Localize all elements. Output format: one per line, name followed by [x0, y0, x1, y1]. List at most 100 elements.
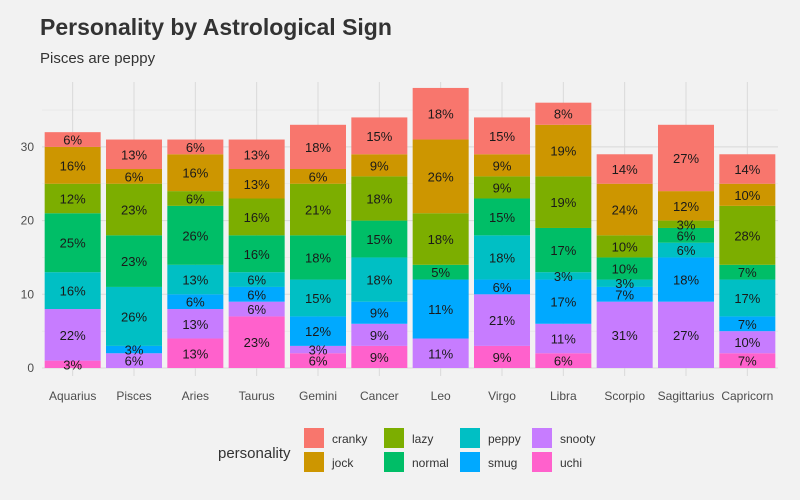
- data-label: 18%: [428, 107, 454, 122]
- data-label: 16%: [244, 247, 270, 262]
- legend-label-snooty: snooty: [560, 432, 595, 446]
- bar-segment-normal: [167, 205, 224, 265]
- bar-segment-cranky: [719, 154, 776, 184]
- data-label: 14%: [612, 162, 638, 177]
- bar-segment-snooty: [106, 353, 162, 368]
- y-tick-label: 10: [21, 287, 35, 301]
- bar-segment-peppy: [167, 264, 224, 295]
- bar-segment-jock: [474, 154, 530, 177]
- data-label: 17%: [734, 291, 760, 306]
- bar-segment-normal: [44, 213, 101, 273]
- legend-label-lazy: lazy: [412, 432, 433, 446]
- bar-segment-smug: [290, 316, 346, 346]
- data-label: 6%: [186, 295, 205, 310]
- bar-segment-normal: [228, 235, 285, 273]
- bar-segment-cranky: [290, 124, 346, 170]
- data-label: 7%: [738, 265, 757, 280]
- bar-segment-cranky: [658, 124, 714, 192]
- x-tick-label: Aquarius: [49, 389, 96, 403]
- data-label: 18%: [366, 191, 392, 206]
- legend-label-uchi: uchi: [560, 456, 582, 470]
- legend-swatch-normal: [384, 452, 404, 472]
- data-label: 18%: [673, 273, 699, 288]
- legend: personality cranky jock lazy normal peppy smu…: [218, 428, 595, 472]
- chart-title: Personality by Astrological Sign: [40, 14, 392, 40]
- data-label: 25%: [60, 236, 86, 251]
- segment-labels: 3%22%16%25%12%16%6%6%3%26%23%23%6%13%13%…: [60, 107, 761, 373]
- bar-segment-peppy: [719, 279, 776, 317]
- data-label: 18%: [489, 250, 515, 265]
- bar-segment-snooty: [44, 309, 101, 361]
- bar-segment-cranky: [412, 87, 469, 140]
- data-label: 21%: [305, 203, 331, 218]
- bar-segment-jock: [44, 146, 101, 184]
- bar-segment-cranky: [106, 139, 162, 170]
- bar-segment-normal: [535, 227, 592, 273]
- data-label: 12%: [673, 199, 699, 214]
- data-label: 15%: [305, 291, 331, 306]
- bar-segment-smug: [412, 279, 469, 339]
- bar-segment-normal: [351, 220, 408, 258]
- data-label: 11%: [428, 346, 453, 361]
- data-label: 17%: [550, 243, 576, 258]
- bar-segment-cranky: [44, 132, 101, 147]
- data-label: 7%: [615, 287, 634, 302]
- legend-label-cranky: cranky: [332, 432, 367, 446]
- data-label: 16%: [60, 158, 86, 173]
- bar-segment-peppy: [290, 279, 346, 317]
- bar-segment-snooty: [658, 301, 714, 368]
- legend-label-normal: normal: [412, 456, 449, 470]
- data-label: 19%: [550, 144, 576, 159]
- data-label: 6%: [677, 243, 696, 258]
- data-label: 3%: [63, 357, 82, 372]
- bar-segment-jock: [719, 183, 776, 206]
- data-label: 27%: [673, 328, 699, 343]
- bar-segment-uchi: [474, 345, 530, 368]
- bar-segment-lazy: [596, 235, 653, 258]
- bar-segment-lazy: [719, 205, 776, 265]
- bar-segment-lazy: [44, 183, 101, 214]
- x-tick-label: Scorpio: [604, 389, 645, 403]
- bar-segment-peppy: [351, 257, 408, 302]
- x-tick-label: Cancer: [360, 389, 399, 403]
- bar-segment-snooty: [290, 345, 346, 354]
- legend-swatch-cranky: [304, 428, 324, 448]
- data-label: 6%: [186, 191, 205, 206]
- data-label: 13%: [182, 346, 208, 361]
- bar-segment-cranky: [474, 117, 530, 155]
- x-tick-label: Libra: [550, 389, 577, 403]
- data-label: 13%: [121, 147, 147, 162]
- bar-segment-smug: [167, 294, 224, 310]
- chart-subtitle: Pisces are peppy: [40, 50, 156, 67]
- bar-stacks: [44, 87, 776, 368]
- bar-segment-jock: [535, 124, 592, 177]
- data-label: 13%: [182, 273, 208, 288]
- bar-segment-lazy: [535, 176, 592, 228]
- data-label: 9%: [370, 306, 389, 321]
- legend-label-smug: smug: [488, 456, 517, 470]
- legend-label-jock: jock: [331, 456, 354, 470]
- bar-segment-jock: [106, 169, 162, 184]
- data-label: 6%: [493, 280, 512, 295]
- bar-segment-jock: [658, 191, 714, 221]
- bar-segment-snooty: [596, 301, 653, 368]
- data-label: 18%: [366, 273, 392, 288]
- data-label: 24%: [612, 203, 638, 218]
- bar-segment-normal: [412, 264, 469, 280]
- data-label: 6%: [309, 354, 328, 369]
- bar-segment-peppy: [535, 272, 592, 280]
- data-label: 9%: [493, 158, 512, 173]
- legend-swatch-uchi: [532, 452, 552, 472]
- data-label: 17%: [550, 295, 576, 310]
- bar-segment-uchi: [290, 353, 346, 368]
- data-label: 18%: [305, 140, 331, 155]
- legend-swatch-peppy: [460, 428, 480, 448]
- data-label: 22%: [60, 328, 86, 343]
- y-tick-label: 0: [27, 361, 34, 375]
- data-label: 12%: [305, 324, 331, 339]
- data-label: 27%: [673, 151, 699, 166]
- data-label: 10%: [734, 335, 760, 350]
- bar-segment-cranky: [596, 154, 653, 184]
- data-label: 6%: [247, 273, 266, 288]
- bar-segment-uchi: [535, 353, 592, 368]
